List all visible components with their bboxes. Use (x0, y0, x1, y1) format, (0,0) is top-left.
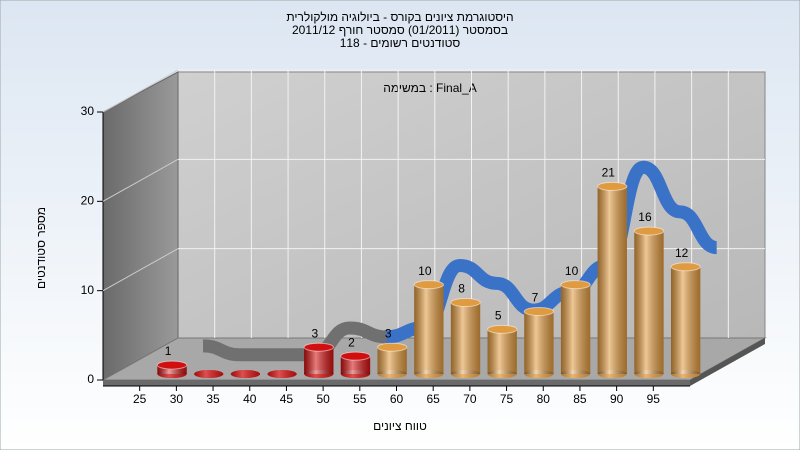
bottom-shine (524, 370, 554, 378)
bar-shine (487, 329, 517, 374)
bottom-shine (597, 370, 627, 378)
bottom-shine (670, 370, 701, 378)
cylinder-top (340, 351, 371, 361)
bottom-shine (157, 370, 187, 378)
bottom-shine (267, 370, 297, 378)
data-label: 10 (418, 264, 432, 278)
bar-shine (560, 284, 591, 374)
cylinder-top (376, 342, 408, 352)
x-axis-label: טווח ציונים (373, 419, 427, 433)
data-label: 16 (638, 210, 652, 224)
bottom-shine (414, 370, 444, 378)
bottom-shine (634, 370, 664, 378)
title: סטודנטים רשומים - 118 (340, 36, 461, 50)
data-label: 12 (675, 246, 689, 260)
bar-shine (450, 302, 481, 374)
bottom-shine (487, 370, 517, 378)
bar-shine (524, 311, 554, 374)
y-tick-label: 10 (81, 283, 95, 297)
cylinder-top (633, 226, 665, 236)
data-label: 7 (532, 291, 539, 305)
x-tick-label: 80 (537, 392, 551, 406)
y-tick-label: 30 (81, 104, 95, 118)
x-tick-label: 40 (243, 392, 257, 406)
data-label: 10 (565, 264, 579, 278)
x-tick-label: 90 (610, 392, 624, 406)
cylinder-top (450, 298, 481, 308)
bottom-shine (230, 370, 261, 378)
annotation: במשימה : Final_A (383, 81, 477, 95)
x-tick-label: 95 (647, 392, 661, 406)
x-tick-label: 60 (390, 392, 404, 406)
x-tick-label: 85 (573, 392, 587, 406)
cylinder-top (156, 360, 188, 370)
x-tick-label: 50 (316, 392, 330, 406)
cylinder-top (523, 306, 555, 316)
x-tick-label: 30 (170, 392, 184, 406)
data-label: 2 (348, 335, 355, 349)
x-tick-label: 65 (427, 392, 441, 406)
data-label: 21 (602, 166, 616, 180)
bar-shine (670, 266, 701, 374)
bottom-shine (194, 370, 224, 378)
grid-line (102, 248, 179, 292)
grid-line (102, 69, 179, 113)
y-tick-label: 0 (87, 372, 94, 386)
x-tick-label: 55 (353, 392, 367, 406)
data-label: 3 (311, 326, 318, 340)
data-label: 1 (165, 344, 172, 358)
x-tick-label: 45 (280, 392, 294, 406)
bottom-shine (304, 370, 334, 378)
data-label: 8 (458, 282, 465, 296)
x-tick-label: 75 (500, 392, 514, 406)
cylinder-top (303, 342, 334, 352)
bottom-shine (377, 370, 407, 378)
x-tick-label: 35 (206, 392, 220, 406)
title: היסטוגרמת ציונים בקורס - ביולוגיה מולקול… (286, 10, 513, 24)
bar-shine (414, 284, 444, 374)
bottom-shine (340, 370, 371, 378)
bottom-shine (450, 370, 481, 378)
data-label: 3 (385, 326, 392, 340)
side-wall (102, 71, 179, 381)
cylinder-top (560, 280, 591, 290)
bar-shine (597, 186, 627, 374)
floor-edge (690, 338, 765, 386)
cylinder-top (670, 262, 701, 272)
bar-shine (340, 356, 371, 374)
data-label: 5 (495, 309, 502, 323)
cylinder-top (413, 280, 445, 290)
cylinder-top (487, 324, 518, 334)
y-tick-label: 20 (81, 194, 95, 208)
floor-edge (103, 380, 690, 386)
cylinder-top (597, 181, 628, 191)
grid-line (102, 158, 179, 202)
x-tick-label: 70 (463, 392, 477, 406)
x-tick-label: 25 (133, 392, 147, 406)
bar-shine (634, 231, 664, 374)
bottom-shine (560, 370, 591, 378)
y-axis-label: מספר סטודנטים (34, 207, 48, 289)
title: בסמסטר (01/2011) סמסטר חורף 2011/12 (292, 23, 508, 37)
